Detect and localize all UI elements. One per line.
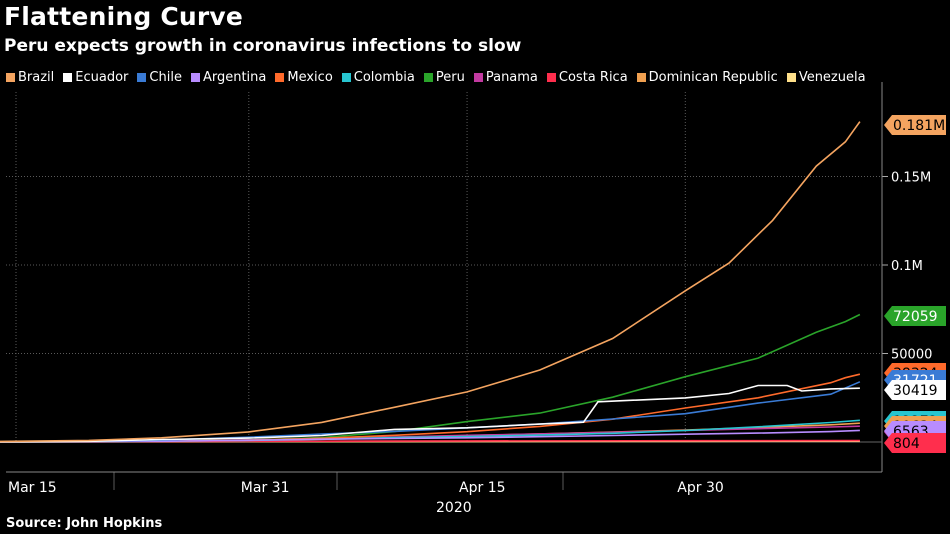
legend-item-argentina: Argentina	[190, 70, 267, 85]
series-line-mexico	[0, 373, 861, 443]
x-tick-label: Apr 15	[459, 480, 505, 496]
end-label-text: 30419	[893, 383, 938, 399]
legend-label: Venezuela	[798, 70, 866, 85]
source-note: Source: John Hopkins	[6, 516, 163, 531]
end-label-ecuador: 30419	[884, 380, 946, 400]
chart-title: Flattening Curve	[4, 2, 244, 31]
legend-swatch	[423, 73, 433, 82]
legend-label: Colombia	[353, 70, 415, 85]
legend-item-ecuador: Ecuador	[63, 70, 128, 85]
series-line-argentina	[0, 429, 860, 443]
x-tick-label: Apr 30	[677, 480, 723, 496]
legend-item-brazil: Brazil	[6, 70, 54, 85]
end-label-peru: 72059	[884, 306, 946, 326]
series-line-ecuador	[0, 384, 860, 443]
legend-swatch	[275, 73, 285, 82]
end-label-badge	[884, 380, 946, 400]
legend-label: Costa Rica	[558, 70, 628, 85]
legend-item-costa-rica: Costa Rica	[546, 70, 628, 85]
legend-swatch	[636, 73, 646, 82]
legend-label: Mexico	[287, 70, 333, 85]
legend-item-panama: Panama	[473, 70, 538, 85]
y-tick-label: 0.15M	[891, 171, 931, 186]
legend-item-dominican-republic: Dominican Republic	[636, 70, 778, 85]
x-axis-year: 2020	[436, 500, 472, 516]
end-label-badge	[884, 306, 946, 326]
end-label-brazil: 0.181M	[884, 115, 946, 135]
end-label-badge	[884, 115, 946, 135]
legend-swatch	[137, 73, 147, 82]
legend-label: Panama	[485, 70, 538, 85]
x-tick-label: Mar 31	[241, 480, 290, 496]
x-tick-label: Mar 15	[8, 480, 57, 496]
legend-label: Peru	[435, 70, 465, 85]
legend-item-chile: Chile	[137, 70, 182, 85]
legend-item-peru: Peru	[423, 70, 465, 85]
legend-label: Dominican Republic	[648, 70, 778, 85]
end-label-text: 804	[893, 436, 920, 452]
end-label-costa-rica: 804	[884, 433, 946, 453]
legend-label: Ecuador	[75, 70, 129, 85]
legend-swatch	[341, 73, 351, 82]
series-line-brazil	[0, 121, 861, 443]
y-tick-label: 0.1M	[891, 259, 923, 274]
legend-item-venezuela: Venezuela	[786, 70, 866, 85]
legend-swatch	[786, 73, 796, 82]
legend-swatch	[6, 73, 15, 82]
legend-swatch	[546, 73, 556, 82]
legend-swatch	[473, 73, 483, 82]
end-label-text: 0.181M	[893, 118, 945, 134]
end-label-badge	[884, 433, 946, 453]
legend-item-colombia: Colombia	[341, 70, 415, 85]
chart-subtitle: Peru expects growth in coronavirus infec…	[4, 36, 522, 56]
legend-swatch	[63, 73, 73, 82]
y-tick-label: 50000	[891, 348, 932, 363]
series-line-peru	[0, 313, 861, 443]
end-label-text: 72059	[893, 309, 938, 325]
legend-label: Chile	[149, 70, 182, 85]
legend-label: Brazil	[18, 70, 55, 85]
legend: Brazil Ecuador Chile Argentina Mexico Colombi…	[6, 70, 875, 86]
legend-item-mexico: Mexico	[275, 70, 333, 85]
legend-label: Argentina	[202, 70, 267, 85]
legend-swatch	[190, 73, 200, 82]
